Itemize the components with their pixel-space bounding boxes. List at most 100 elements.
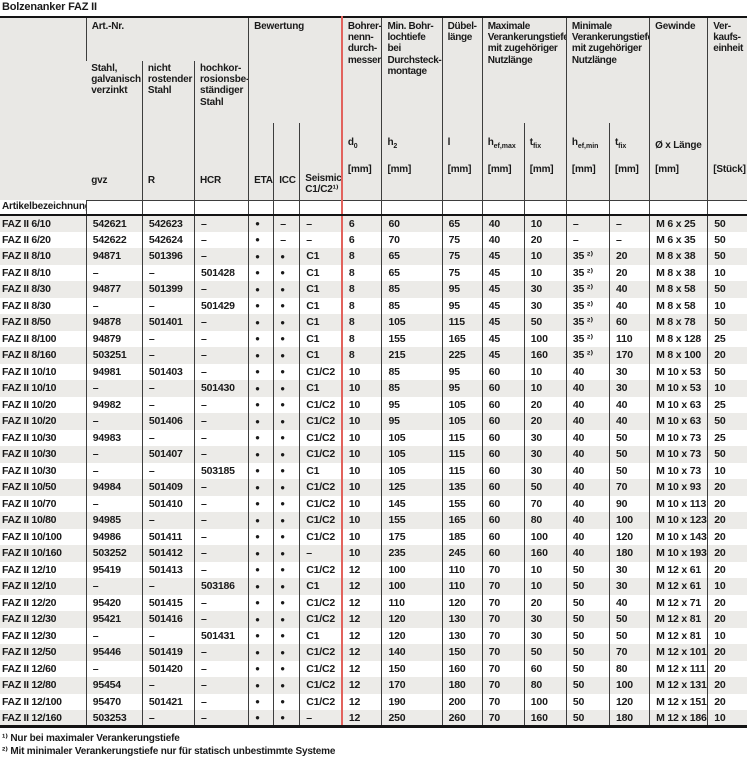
cell-hef_min: 50 [565, 561, 610, 579]
cell-d0: 8 [340, 347, 382, 364]
article-name: FAZ II 12/80 [0, 677, 87, 694]
table-row: FAZ II 10/70–501410– ● ● C1/C2 10 145 155 60 70 4… [0, 495, 747, 513]
cell-t_fix_max: 10 [523, 561, 567, 579]
table-row: FAZ II 6/10 542621 542623– ● – –6 60 65 40 10– – M … [0, 215, 747, 232]
cell-hef_max: 60 [481, 446, 525, 463]
cell-hcr: – [193, 644, 249, 661]
cell-t_fix_max: 160 [523, 710, 567, 727]
cell-gvz: 94877 [85, 281, 143, 298]
cell-t_fix_min: 180 [609, 545, 650, 562]
table-row: FAZ II 10/10 94981 501403– ● ● C1/C2 10 85 95 60 1… [0, 363, 747, 381]
cell-t_fix_max: 50 [523, 314, 567, 331]
table-row: FAZ II 12/20 95420 501415– ● ● C1/C2 12 110 120 7… [0, 594, 747, 612]
cell-hef_min: 40 [565, 380, 610, 397]
table-row: FAZ II 8/30– –501429 ● ● C1 8 85 95 45 30 35 ²⁾ 40 M… [0, 297, 747, 315]
cell-r: – [141, 429, 195, 447]
cell-l: 95 [441, 380, 483, 397]
subcol-l: l [mm] [441, 123, 483, 201]
cell-d0: 8 [340, 297, 382, 315]
cell-r: – [141, 297, 195, 315]
cell-eta: ● [248, 231, 274, 249]
table-row: FAZ II 12/10– –503186 ● ● C1 12 100 110 70 10 50 30… [0, 578, 747, 595]
cell-r: – [141, 330, 195, 348]
cell-gvz: 503253 [85, 710, 143, 727]
cell-hcr: 501431 [193, 627, 249, 645]
cell-r: 501396 [141, 248, 195, 265]
cell-gewinde: M 12 x 81 [649, 627, 708, 645]
cell-eta: ● [248, 660, 274, 678]
cell-gewinde: M 10 x 73 [649, 446, 708, 463]
cell-r: – [141, 396, 195, 414]
cell-t_fix_max: 20 [523, 396, 567, 414]
cell-h2: 110 [381, 594, 443, 612]
cell-h2: 120 [381, 627, 443, 645]
cell-t_fix_max: 30 [523, 429, 567, 447]
cell-t_fix_min: 70 [609, 479, 650, 496]
col-header-duebellaenge: Dübel- länge [441, 17, 483, 123]
cell-icc: ● [273, 347, 300, 364]
subcol-tfix-min: tfix [mm] [609, 123, 650, 201]
cell-ve: 10 [707, 380, 747, 397]
cell-hcr: – [193, 429, 249, 447]
cell-t_fix_max: 60 [523, 660, 567, 678]
cell-d0: 12 [340, 627, 382, 645]
cell-r: – [141, 627, 195, 645]
cell-t_fix_min: 30 [609, 578, 650, 595]
cell-hef_max: 45 [481, 248, 525, 265]
cell-t_fix_max: 70 [523, 495, 567, 513]
cell-icc: ● [273, 281, 300, 298]
cell-gvz: 94878 [85, 314, 143, 331]
cell-d0: 10 [340, 479, 382, 496]
cell-d0: 10 [340, 495, 382, 513]
cell-hef_min: 40 [565, 479, 610, 496]
cell-ve: 50 [707, 231, 747, 249]
cell-hef_min: 40 [565, 528, 610, 546]
cell-hef_max: 60 [481, 396, 525, 414]
table-row: FAZ II 8/160 503251– – ● ● C1 8 215 225 45 160 35 ²… [0, 347, 747, 364]
cell-eta: ● [248, 578, 274, 595]
article-name: FAZ II 12/50 [0, 644, 87, 661]
cell-seismic: C1/C2 [299, 479, 342, 496]
cell-ve: 10 [707, 264, 747, 282]
cell-ve: 10 [707, 627, 747, 645]
cell-seismic: – [299, 231, 342, 249]
cell-gvz: 94983 [85, 429, 143, 447]
cell-t_fix_min: 50 [609, 627, 650, 645]
cell-d0: 12 [340, 578, 382, 595]
cell-icc: ● [273, 429, 300, 447]
footnotes: ¹⁾ Nur bei maximaler Verankerungstiefe ²… [0, 728, 747, 758]
cell-hcr: – [193, 281, 249, 298]
cell-ve: 20 [707, 495, 747, 513]
cell-hef_max: 70 [481, 611, 525, 628]
cell-hcr: – [193, 413, 249, 430]
cell-ve: 10 [707, 578, 747, 595]
cell-h2: 65 [381, 264, 443, 282]
cell-hef_max: 60 [481, 479, 525, 496]
cell-t_fix_min: 30 [609, 363, 650, 381]
subcol-eta: ETA [248, 123, 274, 201]
cell-d0: 10 [340, 413, 382, 430]
col-header-gewinde: Gewinde [649, 17, 708, 123]
cell-icc: ● [273, 578, 300, 595]
cell-hef_min: 50 [565, 677, 610, 694]
cell-hef_min: 40 [565, 512, 610, 529]
cell-seismic: C1 [299, 380, 342, 397]
article-name: FAZ II 10/30 [2, 464, 57, 477]
cell-seismic: C1 [299, 297, 342, 315]
cell-t_fix_max: 30 [523, 462, 567, 480]
col-header-verkaufseinheit: Ver- kaufs- einheit [707, 17, 747, 123]
table-row: FAZ II 12/60–501420– ● ● C1/C2 12 150 160 70 60 5… [0, 660, 747, 678]
cell-icc: ● [273, 627, 300, 645]
cell-hef_max: 45 [481, 314, 525, 331]
cell-r: 501399 [141, 281, 195, 298]
cell-t_fix_max: 20 [523, 231, 567, 249]
cell-icc: ● [273, 710, 300, 727]
cell-hef_min: 35 ²⁾ [565, 330, 610, 348]
cell-hef_min: 35 ²⁾ [565, 281, 610, 298]
cell-h2: 100 [381, 578, 443, 595]
cell-h2: 85 [381, 297, 443, 315]
cell-t_fix_min: – [609, 231, 650, 249]
cell-h2: 85 [381, 380, 443, 397]
article-name: FAZ II 10/30 [2, 431, 57, 444]
cell-h2: 60 [381, 215, 443, 232]
